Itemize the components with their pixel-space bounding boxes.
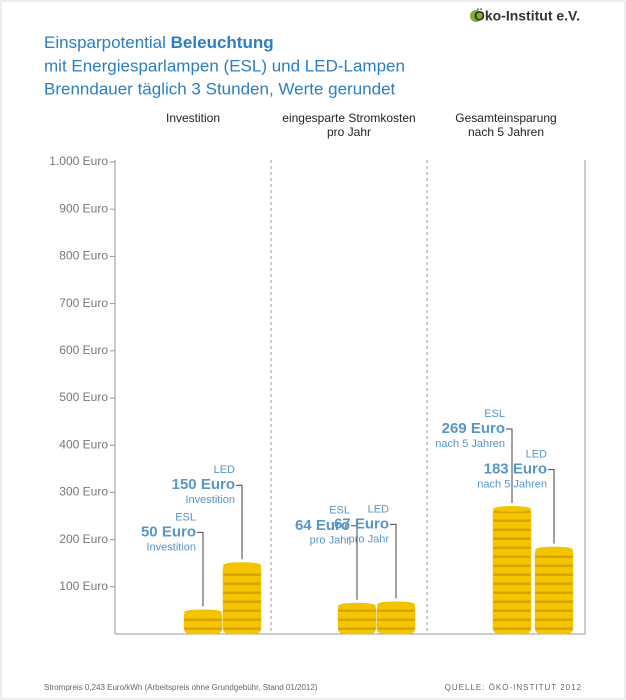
value-label: 150 Euro <box>172 476 235 493</box>
coin-stack <box>222 562 262 635</box>
value-label: 50 Euro <box>141 523 196 540</box>
y-tick-label: 400 Euro <box>59 437 108 451</box>
annotation: Investition <box>146 541 196 553</box>
y-tick-label: 100 Euro <box>59 579 108 593</box>
leader-line <box>236 484 243 560</box>
value-label: 183 Euro <box>484 461 547 478</box>
category-label: Investition <box>166 111 220 125</box>
subtitle: mit Energiesparlampen (ESL) und LED-Lamp… <box>44 56 405 75</box>
y-tick-label: 700 Euro <box>59 296 108 310</box>
coin-top <box>184 609 222 616</box>
coin-top <box>377 601 415 608</box>
y-tick-label: 300 Euro <box>59 485 108 499</box>
annotation: nach 5 Jahren <box>435 438 505 450</box>
coin-stack <box>534 547 574 635</box>
value-label: 64 Euro <box>295 517 350 534</box>
category-label: Gesamteinsparung <box>455 111 556 125</box>
value-label: 269 Euro <box>442 420 505 437</box>
subtitle: Brenndauer täglich 3 Stunden, Werte geru… <box>44 79 396 98</box>
y-tick-label: 500 Euro <box>59 390 108 404</box>
y-tick-label: 800 Euro <box>59 249 108 263</box>
y-tick-label: 200 Euro <box>59 532 108 546</box>
coin-top <box>338 602 376 609</box>
y-tick-label: 1.000 Euro <box>49 154 108 168</box>
title-part: Beleuchtung <box>171 33 274 52</box>
brand: Öko-Institut e.V. <box>474 8 580 24</box>
series-label: LED <box>214 464 235 476</box>
coin-top <box>535 546 573 553</box>
coin-top <box>493 506 531 513</box>
value-label: 67 Euro <box>334 515 389 532</box>
leader-line <box>548 469 555 544</box>
annotation: Investition <box>185 494 235 506</box>
footer-source: QUELLE: ÖKO-INSTITUT 2012 <box>445 683 582 692</box>
y-tick-label: 900 Euro <box>59 201 108 215</box>
coin-stack <box>492 506 532 635</box>
annotation: pro Jahr <box>310 535 351 547</box>
category-label: pro Jahr <box>327 125 371 139</box>
coin-top <box>223 562 261 569</box>
leader-line <box>506 428 513 504</box>
category-label: eingesparte Stromkosten <box>282 111 415 125</box>
series-label: LED <box>368 503 389 515</box>
leader-line <box>351 525 358 600</box>
leader-line <box>390 523 397 599</box>
title-part: Einsparpotential <box>44 33 166 52</box>
logo-icon <box>470 10 482 22</box>
title: Einsparpotential Beleuchtung <box>44 33 274 52</box>
annotation: nach 5 Jahren <box>477 479 547 491</box>
footer-note: Strompreis 0,243 Euro/kWh (Arbeitspreis … <box>44 683 318 692</box>
y-tick-label: 600 Euro <box>59 343 108 357</box>
series-label: ESL <box>329 505 350 517</box>
leader-line <box>197 531 204 607</box>
category-label: nach 5 Jahren <box>468 125 544 139</box>
series-label: ESL <box>484 408 505 420</box>
series-label: LED <box>526 449 547 461</box>
annotation: pro Jahr <box>349 533 390 545</box>
series-label: ESL <box>175 511 196 523</box>
